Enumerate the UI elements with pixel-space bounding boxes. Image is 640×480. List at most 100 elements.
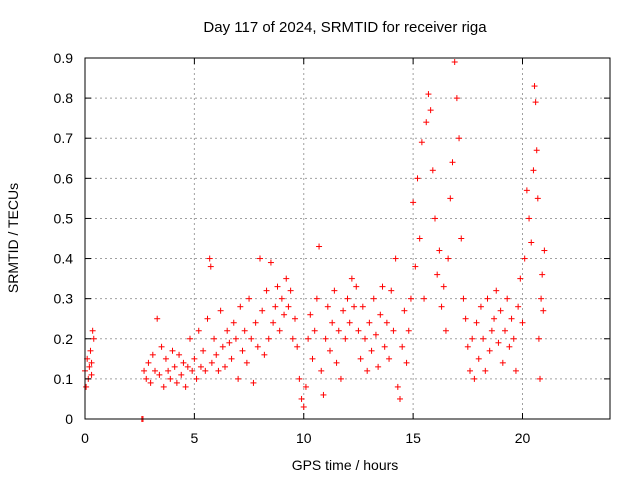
data-point <box>340 307 347 314</box>
data-point <box>453 95 460 102</box>
data-point <box>309 355 316 362</box>
data-point <box>482 367 489 374</box>
data-point <box>534 195 541 202</box>
data-point <box>184 363 191 370</box>
data-point <box>480 335 487 342</box>
data-point <box>206 255 213 262</box>
data-point <box>259 307 266 314</box>
x-tick-label: 5 <box>190 430 198 446</box>
data-point <box>442 327 449 334</box>
data-point <box>169 347 176 354</box>
data-point <box>414 175 421 182</box>
y-axis-label: SRMTID / TECUs <box>5 183 21 293</box>
data-point <box>471 375 478 382</box>
x-tick-label: 20 <box>515 430 531 446</box>
data-point <box>434 271 441 278</box>
data-point <box>207 263 214 270</box>
data-point <box>366 319 373 326</box>
data-point <box>412 263 419 270</box>
data-point <box>410 199 417 206</box>
data-point <box>90 335 97 342</box>
data-point <box>156 371 163 378</box>
data-point <box>265 335 272 342</box>
data-point <box>436 247 443 254</box>
y-tick-label: 0.7 <box>54 130 74 146</box>
data-point <box>200 347 207 354</box>
data-point <box>261 351 268 358</box>
data-point <box>322 335 329 342</box>
data-point <box>178 371 185 378</box>
data-point <box>173 379 180 386</box>
data-point <box>215 367 222 374</box>
data-point <box>381 343 388 350</box>
data-point <box>541 247 548 254</box>
data-point <box>357 355 364 362</box>
data-point <box>147 379 154 386</box>
data-point <box>493 287 500 294</box>
y-axis-ticks: 0 0.1 0.2 0.3 0.4 0.5 0.6 0.7 0.8 0.9 <box>54 50 610 427</box>
data-point <box>462 315 469 322</box>
plot-frame <box>84 57 611 420</box>
data-point <box>230 319 237 326</box>
data-point <box>248 335 255 342</box>
data-point <box>311 327 318 334</box>
data-point <box>335 327 342 334</box>
data-point <box>394 383 401 390</box>
data-point <box>276 327 283 334</box>
data-point <box>484 295 491 302</box>
data-point <box>285 303 292 310</box>
data-point <box>88 371 95 378</box>
data-point <box>418 139 425 146</box>
data-point <box>526 215 533 222</box>
data-point <box>521 255 528 262</box>
data-point <box>456 135 463 142</box>
data-point <box>211 335 218 342</box>
y-tick-label: 0 <box>65 411 73 427</box>
data-point <box>447 195 454 202</box>
data-point <box>372 331 379 338</box>
data-point <box>222 363 228 370</box>
data-point <box>278 295 285 302</box>
data-point <box>368 347 375 354</box>
data-point <box>298 395 305 402</box>
data-point <box>477 303 484 310</box>
data-point <box>388 287 395 294</box>
data-point <box>416 235 423 242</box>
data-point <box>370 295 377 302</box>
data-point <box>224 327 231 334</box>
data-point <box>337 375 344 382</box>
y-tick-label: 0.5 <box>54 210 74 226</box>
data-point <box>506 343 513 350</box>
data-point <box>407 295 414 302</box>
data-point <box>512 367 519 374</box>
data-point <box>491 315 498 322</box>
data-point <box>405 327 412 334</box>
data-point <box>219 343 226 350</box>
data-point <box>87 347 94 354</box>
data-point <box>362 335 368 342</box>
chart-title: Day 117 of 2024, SRMTID for receiver rig… <box>203 19 487 36</box>
data-point <box>195 327 202 334</box>
y-tick-label: 0.6 <box>54 170 74 186</box>
data-point <box>517 275 524 282</box>
data-point <box>228 355 235 362</box>
data-point <box>488 327 495 334</box>
data-point <box>504 295 511 302</box>
data-point <box>88 359 95 366</box>
data-point <box>364 367 371 374</box>
data-point <box>379 283 386 290</box>
data-point <box>226 339 233 346</box>
data-point <box>535 335 542 342</box>
data-point <box>197 363 204 370</box>
data-point <box>333 359 340 366</box>
data-point <box>307 311 314 318</box>
data-point <box>243 359 250 366</box>
data-point <box>383 319 390 326</box>
data-point <box>519 319 526 326</box>
data-point <box>313 295 320 302</box>
data-point <box>348 275 355 282</box>
data-point <box>272 303 279 310</box>
data-point <box>237 303 244 310</box>
data-point <box>143 375 150 382</box>
data-point <box>263 287 270 294</box>
